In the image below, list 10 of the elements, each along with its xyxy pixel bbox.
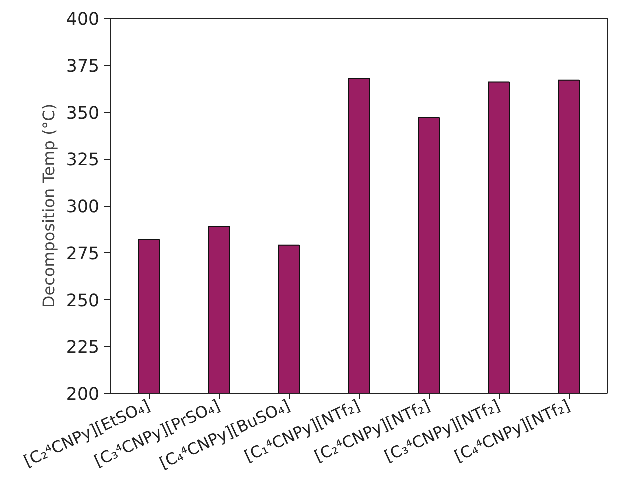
y-tick-label: 275 <box>66 244 100 264</box>
y-axis-title: Decomposition Temp (°C) <box>39 104 58 308</box>
y-tick-label: 200 <box>66 385 100 405</box>
y-tick-label: 350 <box>66 104 100 124</box>
y-tick-label: 325 <box>66 150 100 171</box>
y-tick-label: 400 <box>66 10 100 30</box>
y-tick-label: 300 <box>66 198 100 218</box>
y-tick-label: 250 <box>66 291 100 312</box>
y-tick-label: 375 <box>66 56 100 77</box>
y-tick-label: 225 <box>66 338 100 358</box>
